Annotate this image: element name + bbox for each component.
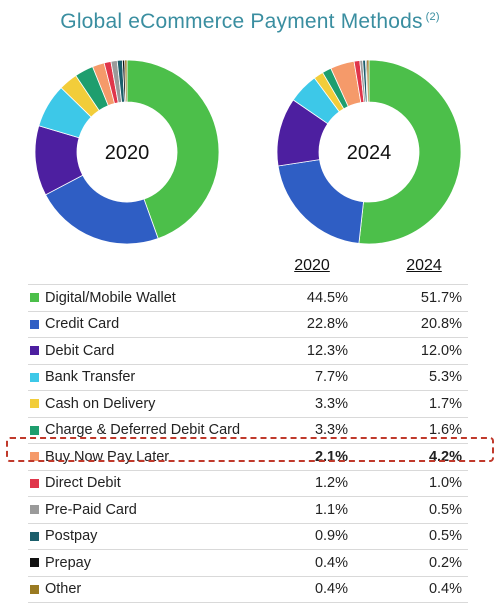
value-2020: 1.1% [296,502,348,518]
highlight-box [6,437,494,462]
value-2020: 7.7% [296,369,348,385]
category-label: Other [45,581,468,597]
legend-swatch [30,558,39,567]
category-label: Cash on Delivery [45,396,468,412]
legend-swatch [30,320,39,329]
donut-slice [278,160,363,244]
legend-swatch [30,479,39,488]
value-2020: 22.8% [296,316,348,332]
legend-swatch [30,373,39,382]
footnote-marker: (2) [426,11,440,23]
value-2020: 44.5% [296,290,348,306]
value-2024: 0.5% [410,528,462,544]
value-2024: 51.7% [410,290,462,306]
column-header-2024: 2024 [394,257,454,275]
donut-center-label: 2024 [347,142,392,164]
category-label: Direct Debit [45,475,468,491]
category-label: Prepay [45,555,468,571]
legend-swatch [30,532,39,541]
legend-swatch [30,426,39,435]
donut-chart-2024: 2024 [275,58,463,246]
column-header-2020: 2020 [282,257,342,275]
value-2020: 3.3% [296,396,348,412]
category-label: Charge & Deferred Debit Card [45,422,468,438]
value-2024: 20.8% [410,316,462,332]
value-2024: 1.7% [410,396,462,412]
legend-swatch [30,346,39,355]
value-2020: 0.4% [296,555,348,571]
legend-swatch [30,585,39,594]
value-2020: 12.3% [296,343,348,359]
chart-title-text: Global eCommerce Payment Methods [60,10,422,33]
value-2020: 0.4% [296,581,348,597]
legend-swatch [30,293,39,302]
legend-swatch [30,505,39,514]
value-2024: 0.2% [410,555,462,571]
value-2020: 0.9% [296,528,348,544]
value-2024: 12.0% [410,343,462,359]
donut-chart-2020: 2020 [33,58,221,246]
chart-title: Global eCommerce Payment Methods (2) [0,10,500,34]
category-label: Postpay [45,528,468,544]
value-2024: 0.4% [410,581,462,597]
category-label: Digital/Mobile Wallet [45,290,468,306]
legend-swatch [30,399,39,408]
category-label: Credit Card [45,316,468,332]
value-2024: 5.3% [410,369,462,385]
category-label: Bank Transfer [45,369,468,385]
value-2024: 1.0% [410,475,462,491]
donut-center-label: 2020 [105,142,150,164]
category-label: Debit Card [45,343,468,359]
category-label: Pre-Paid Card [45,502,468,518]
value-2020: 3.3% [296,422,348,438]
value-2024: 0.5% [410,502,462,518]
value-2024: 1.6% [410,422,462,438]
value-2020: 1.2% [296,475,348,491]
